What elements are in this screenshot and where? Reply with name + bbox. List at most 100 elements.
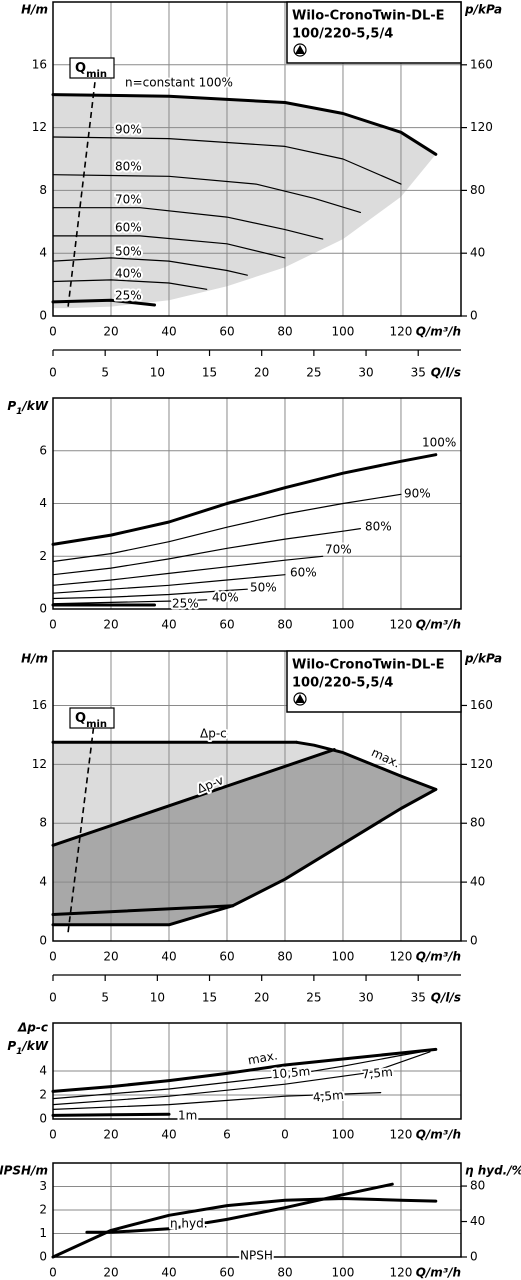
x-tick-label: 20 xyxy=(103,1266,118,1280)
qmin-label: Qmin xyxy=(75,711,107,730)
curve-label: 80% xyxy=(365,520,392,534)
curve-label: 40% xyxy=(212,591,239,605)
qmin-q: Q xyxy=(75,61,86,76)
y-tick-label: 2 xyxy=(39,1203,47,1217)
x-tick-label: 15 xyxy=(202,366,217,380)
x-tick-label: 0 xyxy=(49,1266,57,1280)
x-tick-label: 0 xyxy=(49,950,57,964)
title-line: Wilo-CronoTwin-DL-E xyxy=(292,658,445,673)
plot-frame xyxy=(52,1162,462,1258)
x-tick-label: 100 xyxy=(332,1266,355,1280)
y-axis-label: H/m xyxy=(21,652,48,666)
area xyxy=(53,94,436,309)
y-axis-label: P1/kW xyxy=(7,1039,48,1057)
plot-frame xyxy=(52,1022,462,1120)
y2-tick-label: 160 xyxy=(470,57,493,71)
curve-label: 70% xyxy=(325,543,352,557)
title-box xyxy=(286,650,462,713)
y-tick-label: 0 xyxy=(39,309,47,323)
curve-label: 90% xyxy=(115,123,142,137)
x-tick-label: 0 xyxy=(281,1128,289,1142)
y2-axis-label: p/kPa xyxy=(464,3,502,17)
x-tick-label: 25 xyxy=(306,991,321,1005)
y-axis-label: NPSH/m xyxy=(0,1164,48,1178)
qmin-q: Q xyxy=(75,711,86,726)
x-tick-label: 100 xyxy=(332,325,355,339)
curve xyxy=(52,207,324,240)
curve xyxy=(51,1197,438,1259)
curve-label: Δp-c xyxy=(200,727,227,741)
label-part: P xyxy=(7,399,16,413)
curve xyxy=(51,1047,438,1093)
y-tick-label: 2 xyxy=(39,549,47,563)
curve xyxy=(52,528,361,576)
curve-label: 4,5m xyxy=(312,1088,344,1105)
y2-tick-label: 80 xyxy=(470,816,485,830)
y-tick-label: 0 xyxy=(39,1250,47,1264)
x-tick-label: 0 xyxy=(49,991,57,1005)
qmin-box xyxy=(69,57,115,79)
x-tick-label: 40 xyxy=(161,950,176,964)
x-tick-label: 20 xyxy=(103,1128,118,1142)
y2-tick-label: 120 xyxy=(470,120,493,134)
plot-frame xyxy=(52,397,462,610)
x-tick-label: 15 xyxy=(202,991,217,1005)
curve-label: 60% xyxy=(115,221,142,235)
curve xyxy=(52,1092,382,1110)
x-tick-label: 20 xyxy=(254,366,269,380)
y2-axis-label: η hyd./% xyxy=(465,1164,521,1178)
title-line: 100/220-5,5/4 xyxy=(292,676,393,691)
y2-tick-label: 80 xyxy=(470,1179,485,1193)
x-tick-label: 40 xyxy=(161,1128,176,1142)
curve xyxy=(51,904,235,916)
x-tick-label: 30 xyxy=(358,991,373,1005)
y-tick-label: 8 xyxy=(39,816,47,830)
x-tick-label: 0 xyxy=(49,366,57,380)
y2-tick-label: 0 xyxy=(470,309,478,323)
y-tick-label: 4 xyxy=(39,496,47,510)
curve xyxy=(52,136,402,185)
y2-tick-label: 0 xyxy=(470,934,478,948)
x-tick-label: 0 xyxy=(49,325,57,339)
curve xyxy=(51,453,438,546)
x-tick-label: 40 xyxy=(161,1266,176,1280)
x-axis-label: Q/m³/h xyxy=(416,1266,461,1280)
x-axis-label: Q/m³/h xyxy=(416,950,461,964)
label-part: /kW xyxy=(20,399,48,413)
x-tick-label: 0 xyxy=(49,1128,57,1142)
curve xyxy=(52,555,324,586)
title-line: 100/220-5,5/4 xyxy=(292,27,393,42)
curve-label: max. xyxy=(247,1048,279,1067)
y-tick-label: 4 xyxy=(39,246,47,260)
x-tick-label: 6 xyxy=(223,1128,231,1142)
x-axis-label: Q/l/s xyxy=(431,991,461,1005)
qmin-sub: min xyxy=(86,69,107,80)
curve xyxy=(85,1182,394,1234)
x-tick-label: 80 xyxy=(277,950,292,964)
curve-label: η hyd. xyxy=(170,1217,208,1231)
y2-tick-label: 40 xyxy=(470,875,485,889)
x-axis-label: Q/l/s xyxy=(431,366,461,380)
x-tick-label: 80 xyxy=(277,1266,292,1280)
label-part: 1 xyxy=(16,1047,22,1057)
label-part: 1 xyxy=(16,407,22,417)
curve-label: 25% xyxy=(115,289,142,303)
title-line: Wilo-CronoTwin-DL-E xyxy=(292,9,445,24)
x-tick-label: 20 xyxy=(254,991,269,1005)
curve xyxy=(51,93,438,156)
label-part: /kW xyxy=(20,1039,48,1053)
curve-label: 10,5m xyxy=(271,1064,310,1081)
curve-label: 100% xyxy=(422,436,456,450)
y-tick-label: 8 xyxy=(39,183,47,197)
x-tick-label: 30 xyxy=(358,366,373,380)
x-tick-label: 120 xyxy=(390,325,413,339)
y2-tick-label: 40 xyxy=(470,246,485,260)
curve xyxy=(52,235,286,259)
x-tick-label: 35 xyxy=(411,366,426,380)
curve-label: 50% xyxy=(250,581,277,595)
x-tick-label: 5 xyxy=(101,366,109,380)
x-tick-label: 60 xyxy=(219,618,234,632)
y-tick-label: 4 xyxy=(39,875,47,889)
x-tick-label: 20 xyxy=(103,950,118,964)
